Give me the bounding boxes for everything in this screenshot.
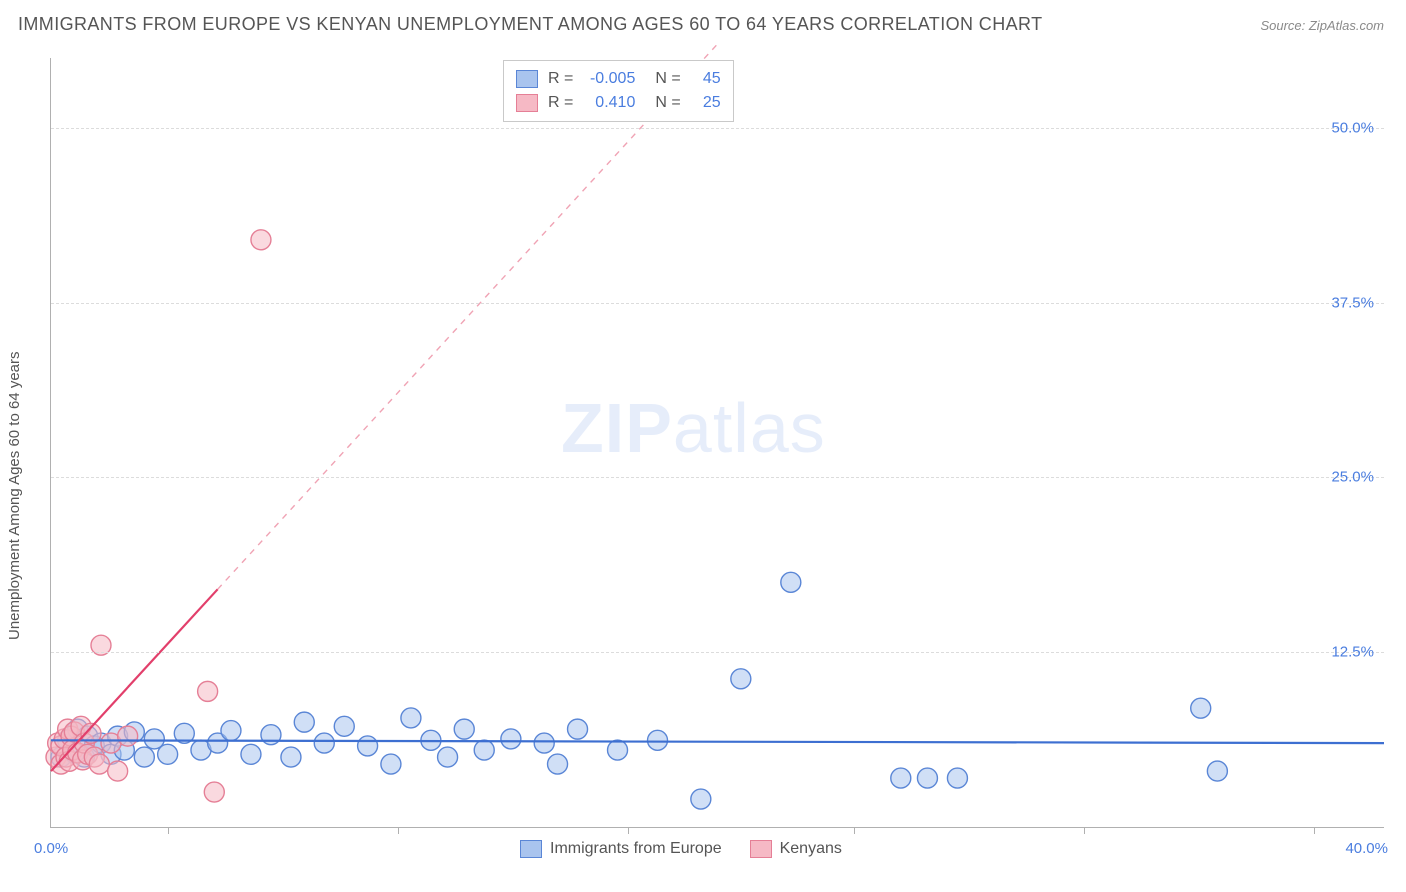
x-tick [398, 827, 400, 834]
x-axis-origin-label: 0.0% [34, 840, 68, 857]
x-tick [854, 827, 856, 834]
legend-swatch [750, 840, 772, 858]
chart-title: IMMIGRANTS FROM EUROPE VS KENYAN UNEMPLO… [18, 14, 1042, 35]
x-tick [168, 827, 170, 834]
scatter-point [381, 754, 401, 774]
legend-n-value: 45 [691, 67, 721, 91]
scatter-point [648, 730, 668, 750]
scatter-point [251, 230, 271, 250]
scatter-point [568, 719, 588, 739]
x-tick [1314, 827, 1316, 834]
scatter-point [118, 726, 138, 746]
legend-series: Immigrants from Europe Kenyans [520, 840, 842, 858]
chart-svg [51, 58, 1384, 827]
gridline [51, 128, 1384, 129]
scatter-point [241, 744, 261, 764]
scatter-point [781, 572, 801, 592]
scatter-point [221, 721, 241, 741]
legend-correlation-box: R = -0.005 N = 45 R = 0.410 N = 25 [503, 60, 734, 122]
scatter-point [134, 747, 154, 767]
scatter-point [198, 681, 218, 701]
scatter-point [454, 719, 474, 739]
scatter-point [474, 740, 494, 760]
legend-n-label: N = [655, 67, 680, 91]
gridline [51, 477, 1384, 478]
legend-series-label: Kenyans [780, 840, 842, 858]
scatter-point [358, 736, 378, 756]
x-axis-max-label: 40.0% [1345, 840, 1388, 857]
scatter-point [691, 789, 711, 809]
gridline [51, 652, 1384, 653]
legend-r-label: R = [548, 67, 573, 91]
scatter-point [108, 761, 128, 781]
regression-line [51, 740, 1384, 743]
scatter-point [548, 754, 568, 774]
scatter-point [1191, 698, 1211, 718]
scatter-point [281, 747, 301, 767]
scatter-point [1207, 761, 1227, 781]
legend-series-item: Immigrants from Europe [520, 840, 722, 858]
x-tick [1084, 827, 1086, 834]
scatter-point [204, 782, 224, 802]
scatter-point [947, 768, 967, 788]
legend-r-value: 0.410 [583, 91, 635, 115]
legend-swatch [516, 70, 538, 88]
scatter-point [158, 744, 178, 764]
legend-correlation-row: R = -0.005 N = 45 [516, 67, 721, 91]
scatter-point [294, 712, 314, 732]
y-tick-label: 12.5% [1331, 644, 1374, 661]
legend-swatch [520, 840, 542, 858]
scatter-point [891, 768, 911, 788]
legend-correlation-row: R = 0.410 N = 25 [516, 91, 721, 115]
legend-n-value: 25 [691, 91, 721, 115]
legend-n-label: N = [655, 91, 680, 115]
plot-area: ZIPatlas R =-0.005N =45R =0.410N =25 12.… [50, 58, 1384, 828]
legend-series-label: Immigrants from Europe [550, 840, 722, 858]
scatter-point [501, 729, 521, 749]
scatter-point [917, 768, 937, 788]
scatter-point [608, 740, 628, 760]
y-tick-label: 25.0% [1331, 469, 1374, 486]
source-label: Source: ZipAtlas.com [1260, 18, 1384, 33]
scatter-point [401, 708, 421, 728]
scatter-point [534, 733, 554, 753]
legend-r-value: -0.005 [583, 67, 635, 91]
regression-line-dashed [218, 44, 718, 589]
x-tick [628, 827, 630, 834]
scatter-point [731, 669, 751, 689]
y-tick-label: 37.5% [1331, 294, 1374, 311]
scatter-point [438, 747, 458, 767]
y-axis-label: Unemployment Among Ages 60 to 64 years [6, 351, 23, 640]
y-tick-label: 50.0% [1331, 119, 1374, 136]
legend-series-item: Kenyans [750, 840, 842, 858]
legend-r-label: R = [548, 91, 573, 115]
gridline [51, 303, 1384, 304]
scatter-point [314, 733, 334, 753]
legend-swatch [516, 94, 538, 112]
scatter-point [334, 716, 354, 736]
scatter-point [89, 754, 109, 774]
